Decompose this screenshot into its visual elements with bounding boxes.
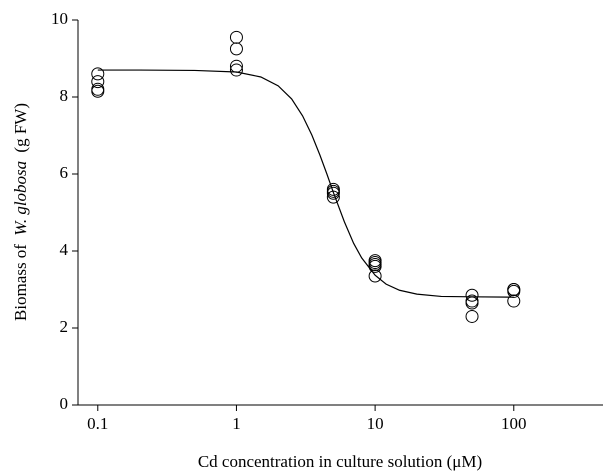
x-axis-label: Cd concentration in culture solution (μM… [198,452,482,471]
data-point [368,259,382,273]
fit-line [97,69,514,298]
y-axis-label-part: W. globosa [11,161,30,236]
data-point [91,67,105,81]
data-point [229,63,243,77]
data-point [91,75,105,89]
x-tick-label: 0.1 [87,414,108,433]
data-point [91,84,105,98]
data-point [368,269,382,283]
data-point [465,288,479,302]
x-tick-label: 100 [501,414,527,433]
y-axis-label-part: (g FW) [11,103,30,153]
x-tick-label: 1 [232,414,241,433]
y-axis-label: Biomass of W. globosa (g FW) [11,103,30,321]
y-tick-label: 6 [60,163,69,182]
x-tick-label: 10 [367,414,384,433]
data-point [507,284,521,298]
data-point [229,30,243,44]
y-tick-label: 8 [60,86,69,105]
y-tick-label: 4 [60,240,69,259]
data-point [229,42,243,56]
y-tick-label: 2 [60,317,69,336]
data-point [326,186,340,200]
data-point [465,309,479,323]
data-point [507,294,521,308]
y-axis-label-part: Biomass of [11,244,30,321]
y-tick-label: 10 [51,9,68,28]
y-tick-label: 0 [60,394,69,413]
